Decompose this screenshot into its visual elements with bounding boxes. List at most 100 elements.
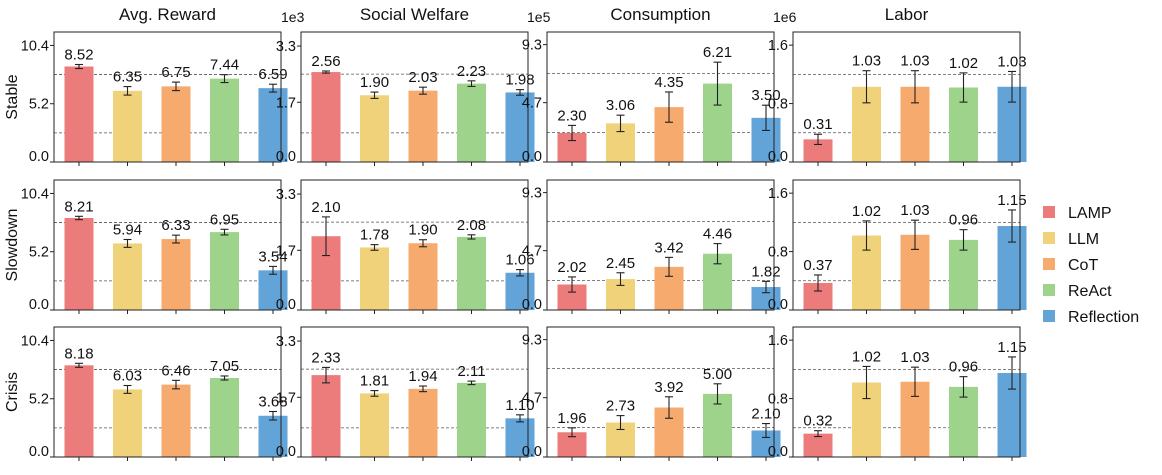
column-title: Avg. Reward	[119, 5, 216, 24]
axes-frame	[300, 326, 529, 458]
axes-frame	[53, 179, 282, 311]
y-tick-label: 0.0	[276, 149, 296, 165]
data-label: 1.06	[505, 252, 534, 269]
data-label: 0.31	[803, 116, 832, 133]
y-tick-label: 3.3	[276, 187, 296, 203]
axes-frame	[546, 31, 775, 163]
bar-lamp	[803, 139, 833, 162]
y-tick-label: 4.7	[522, 391, 542, 407]
y-tick-label: 1.7	[276, 390, 296, 406]
data-label: 0.96	[949, 359, 978, 376]
panel-stable-3: 0.31 1.03 1.03 1.02 1.03 0.0 0.8 1.6	[768, 31, 1027, 166]
y-tick-label: 1.6	[768, 186, 788, 202]
data-label: 4.46	[703, 226, 732, 243]
data-label: 5.94	[113, 222, 142, 239]
axes-frame	[546, 179, 775, 311]
legend-swatch-reflection	[1043, 310, 1055, 322]
bar-lamp	[64, 365, 94, 457]
y-tick-label: 1.7	[276, 243, 296, 259]
y-tick-label: 10.4	[21, 38, 49, 54]
data-label: 3.68	[258, 394, 287, 411]
axes-frame	[53, 326, 282, 458]
axes-frame	[53, 31, 282, 163]
bar-llm	[360, 393, 389, 457]
data-label: 1.03	[852, 53, 881, 70]
bar-reflection	[751, 287, 781, 310]
data-label: 1.15	[997, 339, 1026, 356]
y-tick-label: 5.2	[29, 97, 49, 113]
column-title: Consumption	[610, 5, 710, 24]
bar-react	[210, 377, 239, 457]
legend-label: CoT	[1068, 257, 1098, 274]
data-label: 2.56	[311, 53, 340, 70]
bar-react	[210, 78, 239, 162]
data-label: 6.21	[703, 44, 732, 61]
bar-cot	[161, 384, 191, 457]
data-label: 3.50	[751, 87, 780, 104]
column-title: Social Welfare	[360, 5, 469, 24]
panel-crisis-0: 8.18 6.03 6.46 7.05 3.68 0.0 5.2 10.4	[21, 326, 288, 461]
axes-frame	[792, 31, 1021, 163]
data-label: 2.11	[457, 363, 485, 380]
y-tick-label: 0.0	[768, 149, 788, 165]
bar-llm	[360, 95, 389, 162]
legend-swatch-lamp	[1043, 206, 1055, 218]
bar-cot	[408, 243, 438, 310]
data-label: 2.02	[557, 259, 586, 276]
legend-swatch-llm	[1043, 232, 1055, 244]
bar-lamp	[64, 66, 94, 162]
data-label: 7.44	[210, 57, 239, 74]
bar-react	[949, 239, 978, 310]
axes-frame	[792, 179, 1021, 311]
data-label: 2.10	[751, 406, 780, 423]
row-label: Slowdown	[4, 209, 21, 282]
panel-slowdown-3: 0.37 1.02 1.03 0.96 1.15 0.0 0.8 1.6	[768, 179, 1027, 314]
data-label: 1.02	[852, 348, 881, 365]
data-label: 1.02	[852, 203, 881, 220]
y-tick-label: 0.8	[768, 392, 788, 408]
y-tick-label: 3.3	[276, 334, 296, 350]
bar-react	[457, 382, 486, 457]
y-tick-label: 1.6	[768, 333, 788, 349]
bar-cot	[161, 239, 191, 310]
data-label: 6.35	[113, 69, 142, 86]
y-tick-label: 4.7	[522, 244, 542, 260]
data-label: 6.03	[113, 368, 142, 385]
data-label: 2.03	[408, 69, 437, 86]
data-label: 8.18	[64, 345, 93, 362]
data-label: 6.59	[258, 66, 287, 83]
data-label: 6.75	[161, 64, 190, 81]
data-label: 6.95	[210, 211, 239, 228]
y-tick-label: 0.0	[29, 444, 49, 460]
data-label: 3.54	[258, 248, 287, 265]
data-label: 7.05	[210, 358, 239, 375]
bar-reflection	[258, 415, 288, 457]
panel-stable-2: 2.30 3.06 4.35 6.21 3.50 0.0 4.7 9.3	[522, 31, 781, 166]
y-tick-label: 0.8	[768, 245, 788, 261]
data-label: 1.03	[900, 53, 929, 70]
axis-multiplier: 1e3	[281, 9, 305, 25]
bar-lamp	[64, 217, 94, 310]
bar-reflection	[258, 88, 288, 162]
legend-label: Reflection	[1068, 309, 1139, 326]
axis-multiplier: 1e5	[527, 9, 551, 25]
bar-llm	[113, 389, 142, 457]
y-tick-label: 5.2	[29, 245, 49, 261]
bar-cot	[408, 388, 438, 457]
bar-cot	[161, 86, 191, 162]
bar-react	[457, 236, 486, 310]
data-label: 1.78	[360, 227, 389, 244]
data-label: 1.90	[360, 74, 389, 91]
data-label: 1.82	[751, 263, 780, 280]
data-label: 8.21	[64, 198, 93, 215]
column-title: Labor	[885, 5, 929, 24]
y-tick-label: 3.3	[276, 39, 296, 55]
bar-llm	[113, 90, 142, 162]
y-tick-label: 9.3	[522, 333, 542, 349]
y-tick-label: 9.3	[522, 186, 542, 202]
axis-multiplier: 1e6	[773, 9, 797, 25]
panel-crisis-1: 2.33 1.81 1.94 2.11 1.10 0.0 1.7 3.3	[276, 326, 535, 461]
data-label: 1.03	[997, 53, 1026, 70]
data-label: 2.10	[311, 199, 340, 216]
data-label: 2.08	[457, 217, 486, 234]
